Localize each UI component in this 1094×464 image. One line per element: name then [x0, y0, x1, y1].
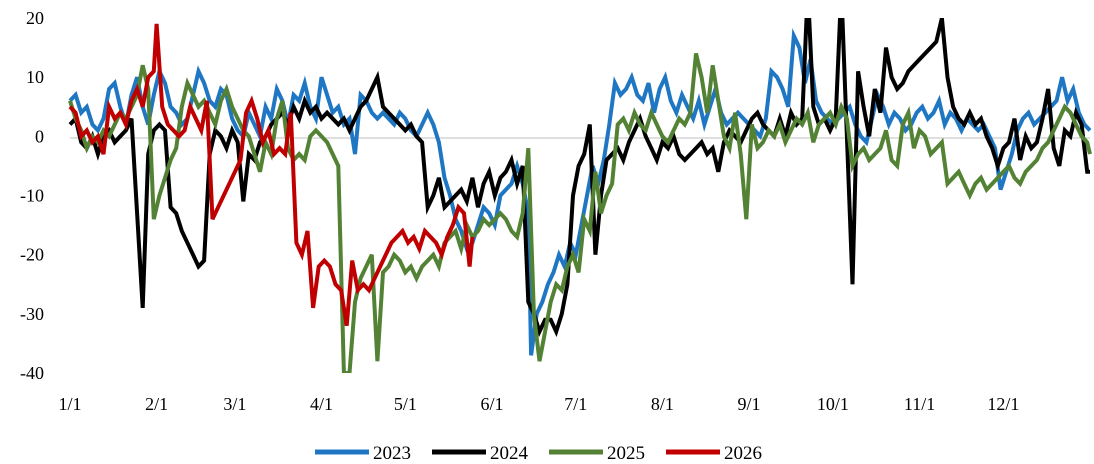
x-axis: 1/1 2/1 3/1 4/1 5/1 6/1 7/1 8/1 9/1 10/1 11/1 12/1	[58, 137, 1090, 414]
y-tick-label: 10	[26, 67, 44, 87]
legend-label-2023: 2023	[373, 443, 411, 464]
x-tick-label: 12/1	[987, 394, 1019, 414]
x-tick-label: 3/1	[223, 394, 246, 414]
series-line-2023	[68, 28, 1092, 356]
legend-label-2025: 2025	[607, 443, 645, 464]
y-tick-label: -20	[20, 245, 44, 265]
series-lines	[68, 18, 1092, 373]
y-tick-label: 20	[26, 8, 44, 28]
y-tick-label: -30	[20, 304, 44, 324]
series-line-2025	[68, 53, 1092, 373]
legend: 2023 2024 2025 2026	[315, 443, 762, 464]
x-tick-label: 8/1	[651, 394, 674, 414]
x-tick-label: 4/1	[310, 394, 333, 414]
x-tick-label: 11/1	[904, 394, 935, 414]
x-tick-label: 5/1	[394, 394, 417, 414]
y-tick-label: -10	[20, 186, 44, 206]
series-line-2026	[68, 23, 475, 327]
y-tick-label: -40	[20, 363, 44, 383]
x-tick-label: 9/1	[738, 394, 761, 414]
legend-label-2026: 2026	[724, 443, 762, 464]
series-line-2024	[68, 18, 1090, 338]
y-axis-ticks: 20 10 0 -10 -20 -30 -40	[20, 8, 44, 383]
x-tick-label: 7/1	[564, 394, 587, 414]
y-tick-label: 0	[35, 126, 44, 146]
x-tick-label: 6/1	[480, 394, 503, 414]
x-tick-label: 1/1	[58, 394, 81, 414]
x-tick-label: 10/1	[817, 394, 849, 414]
legend-label-2024: 2024	[490, 443, 529, 464]
x-tick-label: 2/1	[145, 394, 168, 414]
